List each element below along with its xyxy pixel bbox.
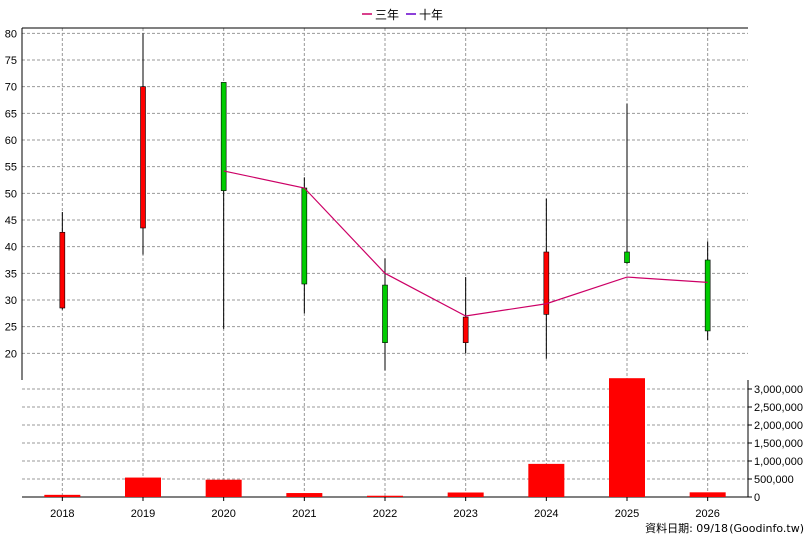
volume-tick-label: 1,500,000 <box>754 438 803 450</box>
price-tick-label: 45 <box>5 215 17 227</box>
price-tick-label: 30 <box>5 295 17 307</box>
volume-tick-label: 1,000,000 <box>754 456 803 468</box>
volume-tick-label: 2,500,000 <box>754 402 803 414</box>
volume-bar-2022 <box>367 495 403 497</box>
source-label: (Goodinfo.tw) <box>729 522 804 535</box>
volume-bar-2024 <box>528 463 565 497</box>
candle-body-2021 <box>301 187 308 285</box>
year-tick-label: 2022 <box>373 508 397 520</box>
volume-tick-label: 2,000,000 <box>754 420 803 432</box>
year-tick-label: 2020 <box>211 508 235 520</box>
year-tick-label: 2024 <box>534 508 558 520</box>
candle-body-2025 <box>624 251 630 263</box>
price-tick-label: 55 <box>5 162 17 174</box>
line-series-three-year <box>223 170 708 317</box>
price-tick-label: 75 <box>5 55 17 67</box>
price-tick-label: 80 <box>5 28 17 40</box>
legend-label-ten-year: 十年 <box>419 8 443 22</box>
price-tick-label: 50 <box>5 188 17 200</box>
candle-body-2024 <box>543 251 550 315</box>
year-tick-label: 2019 <box>131 508 155 520</box>
price-tick-label: 20 <box>5 348 17 360</box>
legend-label-three-year: 三年 <box>375 8 399 22</box>
volume-bar-2020 <box>205 479 242 497</box>
candlesticks <box>59 33 711 371</box>
volume-bar-2021 <box>286 493 323 497</box>
year-tick-label: 2021 <box>292 508 316 520</box>
chart-legend: 三年 十年 <box>362 8 443 22</box>
price-tick-label: 35 <box>5 268 17 280</box>
moving-average-lines <box>223 170 708 317</box>
price-tick-label: 65 <box>5 108 17 120</box>
candle-body-2023 <box>462 316 469 343</box>
volume-bar-2018 <box>44 494 81 497</box>
volume-bars <box>44 378 726 497</box>
price-axis-ticks: 20 25 30 35 40 45 50 55 60 65 70 75 80 <box>5 28 17 360</box>
year-tick-label: 2025 <box>615 508 639 520</box>
volume-bar-2023 <box>447 492 484 497</box>
volume-bar-2019 <box>125 477 161 497</box>
volume-bar-2025 <box>609 378 645 497</box>
year-tick-label: 2026 <box>695 508 719 520</box>
candle-body-2020 <box>220 82 227 191</box>
volume-bar-2026 <box>689 492 726 497</box>
footer: 資料日期: 09/18 (Goodinfo.tw) <box>645 521 804 535</box>
price-tick-label: 60 <box>5 135 17 147</box>
year-tick-label: 2018 <box>50 508 74 520</box>
price-tick-label: 70 <box>5 82 17 94</box>
year-axis-ticks: 2018 2019 2020 2021 2022 2023 2024 2025 2026 <box>50 497 720 520</box>
volume-axis-ticks: 0 500,000 1,000,000 1,500,000 2,000,000 2,500… <box>748 384 803 504</box>
candle-body-2019 <box>140 86 146 229</box>
volume-tick-label: 500,000 <box>754 474 794 486</box>
volume-tick-label: 3,000,000 <box>754 384 803 396</box>
volume-tick-label: 0 <box>754 492 760 504</box>
candle-body-2026 <box>704 259 711 332</box>
candle-body-2018 <box>59 231 66 309</box>
data-date-label: 資料日期: 09/18 <box>645 521 728 535</box>
year-tick-label: 2023 <box>453 508 477 520</box>
candle-body-2022 <box>382 284 388 343</box>
price-tick-label: 40 <box>5 242 17 254</box>
price-tick-label: 25 <box>5 322 17 334</box>
